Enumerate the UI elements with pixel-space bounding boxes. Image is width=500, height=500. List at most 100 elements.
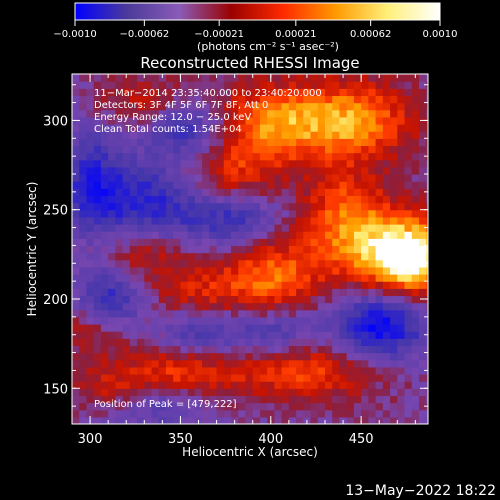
heatmap-pixel — [390, 109, 398, 118]
heatmap-pixel — [93, 81, 102, 89]
heatmap-pixel — [108, 295, 116, 304]
heatmap-pixel — [324, 145, 333, 154]
heatmap-pixel — [100, 159, 109, 168]
heatmap-pixel — [324, 259, 333, 268]
heatmap-pixel — [187, 345, 196, 354]
heatmap-pixel — [397, 366, 406, 375]
heatmap-pixel — [259, 395, 268, 404]
heatmap-pixel — [368, 231, 377, 239]
heatmap-pixel — [216, 281, 225, 289]
heatmap-pixel — [411, 288, 420, 297]
heatmap-pixel — [404, 109, 413, 118]
heatmap-pixel — [375, 166, 384, 175]
x-tick-label: 350 — [168, 432, 193, 447]
heatmap-pixel — [332, 295, 341, 304]
heatmap-pixel — [426, 95, 428, 104]
heatmap-pixel — [129, 124, 138, 132]
heatmap-pixel — [180, 81, 189, 89]
heatmap-pixel — [418, 95, 427, 104]
heatmap-pixel — [137, 374, 145, 382]
heatmap-pixel — [223, 295, 232, 304]
heatmap-pixel — [180, 209, 189, 218]
heatmap-pixel — [382, 109, 391, 118]
heatmap-pixel — [390, 331, 398, 339]
heatmap-pixel — [100, 416, 109, 424]
heatmap-pixel — [426, 345, 428, 354]
heatmap-pixel — [202, 95, 210, 104]
heatmap-pixel — [310, 152, 319, 161]
heatmap-pixel — [137, 181, 145, 189]
heatmap-pixel — [137, 309, 145, 318]
heatmap-pixel — [361, 209, 369, 218]
heatmap-pixel — [296, 102, 304, 111]
heatmap-pixel — [397, 316, 406, 325]
heatmap-pixel — [296, 288, 304, 297]
heatmap-pixel — [180, 124, 189, 132]
heatmap-pixel — [79, 124, 88, 132]
heatmap-pixel — [238, 388, 247, 397]
heatmap-pixel — [86, 224, 95, 232]
heatmap-pixel — [317, 88, 326, 97]
heatmap-pixel — [339, 238, 348, 247]
heatmap-pixel — [165, 124, 174, 132]
heatmap-pixel — [397, 124, 406, 132]
heatmap-pixel — [368, 366, 377, 375]
heatmap-pixel — [108, 245, 116, 254]
heatmap-pixel — [165, 316, 174, 325]
heatmap-pixel — [281, 388, 290, 397]
heatmap-pixel — [375, 338, 384, 347]
heatmap-pixel — [346, 202, 355, 211]
heatmap-pixel — [361, 152, 369, 161]
heatmap-pixel — [296, 366, 304, 375]
heatmap-pixel — [368, 274, 377, 282]
heatmap-pixel — [303, 295, 312, 304]
heatmap-pixel — [115, 324, 124, 332]
heatmap-pixel — [86, 259, 95, 268]
heatmap-pixel — [151, 352, 160, 361]
heatmap-pixel — [223, 216, 232, 225]
heatmap-pixel — [144, 95, 153, 104]
heatmap-pixel — [339, 366, 348, 375]
heatmap-pixel — [194, 324, 203, 332]
heatmap-pixel — [317, 402, 326, 411]
heatmap-pixel — [411, 338, 420, 347]
heatmap-pixel — [231, 95, 239, 104]
heatmap-pixel — [238, 402, 247, 411]
heatmap-pixel — [274, 295, 283, 304]
heatmap-pixel — [397, 302, 406, 311]
heatmap-pixel — [86, 252, 95, 261]
heatmap-pixel — [339, 102, 348, 111]
heatmap-pixel — [115, 88, 124, 97]
heatmap-pixel — [324, 245, 333, 254]
heatmap-pixel — [368, 145, 377, 154]
heatmap-pixel — [259, 366, 268, 375]
heatmap-pixel — [115, 288, 124, 297]
heatmap-pixel — [129, 395, 138, 404]
heatmap-pixel — [339, 324, 348, 332]
heatmap-pixel — [93, 131, 102, 139]
heatmap-pixel — [274, 402, 283, 411]
heatmap-pixel — [274, 345, 283, 354]
heatmap-pixel — [411, 238, 420, 247]
heatmap-pixel — [115, 145, 124, 154]
heatmap-pixel — [426, 238, 428, 247]
heatmap-pixel — [368, 295, 377, 304]
heatmap-pixel — [144, 81, 153, 89]
heatmap-pixel — [390, 409, 398, 418]
heatmap-pixel — [137, 174, 145, 182]
heatmap-pixel — [324, 252, 333, 261]
peak-position-label: Position of Peak = [479,222] — [94, 399, 237, 410]
heatmap-pixel — [259, 88, 268, 97]
heatmap-pixel — [404, 374, 413, 382]
heatmap-pixel — [375, 302, 384, 311]
heatmap-pixel — [194, 359, 203, 368]
heatmap-pixel — [137, 131, 145, 139]
heatmap-pixel — [151, 395, 160, 404]
heatmap-pixel — [303, 409, 312, 418]
heatmap-pixel — [165, 331, 174, 339]
heatmap-pixel — [151, 88, 160, 97]
heatmap-pixel — [115, 245, 124, 254]
heatmap-pixel — [353, 252, 362, 261]
heatmap-pixel — [252, 138, 261, 147]
heatmap-pixel — [259, 338, 268, 347]
